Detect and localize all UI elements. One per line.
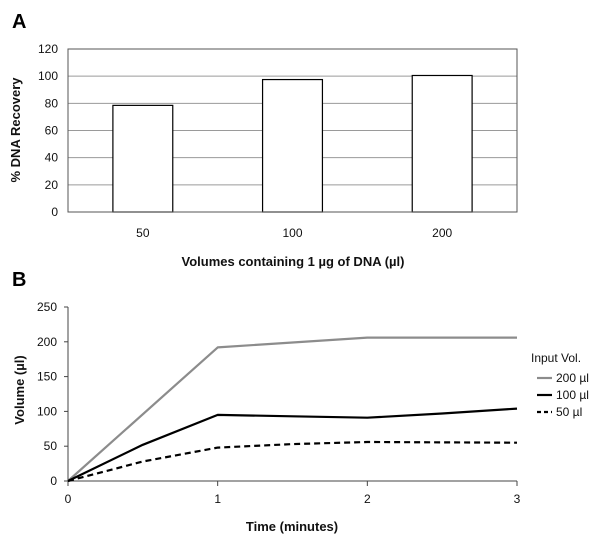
panel-a-plot-frame	[67, 48, 518, 213]
panel-b-series-lines	[67, 336, 518, 483]
panel-a-bar	[411, 74, 473, 213]
panel-b-y-tick-label: 250	[37, 300, 57, 314]
legend-entry-label: 200 µl	[556, 371, 589, 385]
panel-b-x-tick-label: 0	[65, 492, 72, 506]
panel-a-y-tick-label: 20	[45, 178, 59, 192]
panel-b-legend: 200 µl 100 µl 50 µl	[537, 371, 589, 419]
panel-b-y-tick-label: 0	[50, 474, 57, 488]
panel-b-y-axis-label: Volume (µl)	[12, 355, 27, 424]
panel-a-x-tick-label: 100	[282, 226, 302, 240]
panel-a-y-tick-label: 60	[45, 124, 59, 138]
panel-a-bar	[112, 104, 174, 213]
panel-b-y-tick-label: 200	[37, 335, 57, 349]
panel-a-x-tick-label: 200	[432, 226, 452, 240]
panel-b-x-tick-label: 1	[214, 492, 221, 506]
panel-b-series-line	[67, 440, 518, 483]
panel-a-y-tick-label: 0	[51, 205, 58, 219]
legend-entry-label: 100 µl	[556, 388, 589, 402]
legend-title: Input Vol.	[531, 351, 581, 365]
panel-a-x-ticks: 50 100 200	[136, 226, 452, 240]
panel-b-series-line	[67, 407, 518, 482]
panel-b-y-tick-label: 100	[37, 404, 57, 418]
panel-b-y-tick-label: 50	[44, 439, 58, 453]
panel-a-y-ticks: 0 20 40 60 80 100 120	[38, 42, 58, 219]
panel-b-label: B	[12, 269, 26, 291]
panel-b-x-axis-label: Time (minutes)	[246, 519, 338, 534]
panel-a-y-tick-label: 120	[38, 42, 58, 56]
panel-a-label: A	[12, 11, 26, 33]
panel-a-y-axis-label: % DNA Recovery	[8, 77, 23, 183]
panel-b-series-line	[67, 336, 517, 482]
panel-a-bar	[261, 78, 324, 213]
panel-a-x-axis-label: Volumes containing 1 µg of DNA (µl)	[182, 254, 405, 269]
panel-a-bars	[112, 74, 473, 213]
panel-b-y-tick-label: 150	[37, 370, 57, 384]
panel-b-x-ticks: 0 1 2 3	[65, 481, 521, 506]
panel-a-y-tick-label: 40	[45, 151, 59, 165]
panel-b-y-ticks: 0 50 100 150 200 250	[37, 300, 68, 488]
panel-a-x-tick-label: 50	[136, 226, 150, 240]
panel-b-x-tick-label: 2	[364, 492, 371, 506]
panel-a-y-tick-label: 80	[45, 96, 59, 110]
panel-b-x-tick-label: 3	[514, 492, 521, 506]
legend-entry-label: 50 µl	[556, 405, 582, 419]
panel-a-y-tick-label: 100	[38, 69, 58, 83]
